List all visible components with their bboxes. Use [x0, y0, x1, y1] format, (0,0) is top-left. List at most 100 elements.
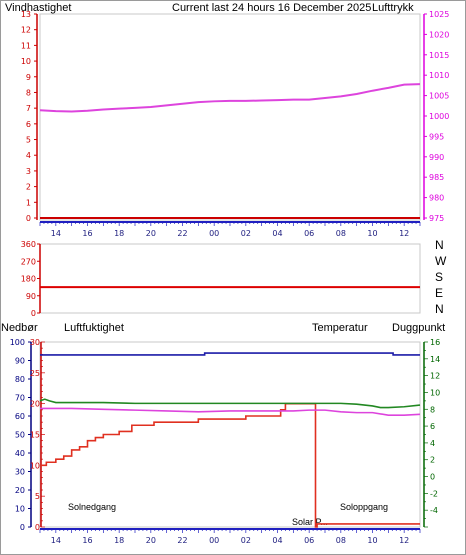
pressure-tick-label: 985 [429, 173, 444, 182]
rain-axis-label: Nedbør [1, 322, 38, 334]
direction-tick-label: 270 [21, 257, 36, 266]
temperature-tick-label: -4 [430, 506, 438, 515]
wind-tick-label: 4 [26, 151, 31, 160]
panel3-time-label: 16 [82, 536, 92, 545]
panel3-time-label: 08 [336, 536, 346, 545]
humidity-tick-label: 60 [15, 412, 25, 421]
rain-tick-label: 20 [30, 400, 40, 409]
temperature-line [39, 398, 421, 409]
wind-tick-label: 7 [26, 104, 31, 113]
sunrise-label: Soloppgang [340, 502, 388, 512]
pressure-tick-label: 1020 [429, 30, 449, 39]
wind-tick-label: 8 [26, 88, 31, 97]
humidity-tick-label: 10 [15, 505, 25, 514]
rain-tick-label: 10 [30, 461, 40, 470]
temperature-tick-label: 10 [430, 388, 440, 397]
temperature-tick-label: 12 [430, 372, 440, 381]
humidity-tick-label: 90 [15, 357, 25, 366]
pressure-tick-label: 1000 [429, 112, 449, 121]
temperature-tick-label: -2 [430, 489, 438, 498]
pressure-tick-label: 1010 [429, 71, 449, 80]
panel1-time-label: 10 [367, 229, 377, 238]
panel1-time-label: 12 [399, 229, 409, 238]
wind-tick-label: 12 [21, 26, 31, 35]
wind-tick-label: 2 [26, 183, 31, 192]
temperature-tick-label: 2 [430, 456, 435, 465]
panel3-time-label: 04 [272, 536, 282, 545]
humidity-tick-label: 100 [10, 338, 25, 347]
temperature-tick-label: 16 [430, 338, 440, 347]
panel3-time-label: 20 [146, 536, 156, 545]
humidity-tick-label: 50 [15, 431, 25, 440]
wind-tick-label: 5 [26, 136, 31, 145]
wind-tick-label: 10 [21, 57, 31, 66]
compass-label-w: W [435, 254, 447, 268]
panel3-time-label: 22 [177, 536, 187, 545]
humidity-tick-label: 30 [15, 468, 25, 477]
direction-tick-label: 90 [26, 292, 36, 301]
compass-label-n-bottom: N [435, 302, 444, 316]
wind-tick-label: 3 [26, 167, 31, 176]
humidity-tick-label: 40 [15, 449, 25, 458]
direction-tick-label: 0 [31, 309, 36, 318]
humidity-tick-label: 20 [15, 486, 25, 495]
humidity-line [40, 352, 420, 356]
panel1-time-label: 08 [336, 229, 346, 238]
panel1-time-label: 16 [82, 229, 92, 238]
dewpoint-line [40, 407, 421, 416]
chart-title: Current last 24 hours 16 December 2025 [172, 2, 371, 14]
humidity-tick-label: 70 [15, 394, 25, 403]
direction-tick-label: 360 [21, 240, 36, 249]
panel1-time-label: 00 [209, 229, 219, 238]
pressure-tick-label: 990 [429, 153, 444, 162]
panel1-time-label: 04 [272, 229, 282, 238]
temperature-tick-label: 0 [430, 473, 435, 482]
panel1-time-label: 06 [304, 229, 314, 238]
temperature-tick-label: 8 [430, 405, 435, 414]
rain-tick-label: 0 [35, 523, 40, 532]
panel1-time-label: 14 [51, 229, 61, 238]
pressure-tick-label: 995 [429, 132, 444, 141]
wind-tick-label: 11 [21, 41, 31, 50]
rain-tick-label: 5 [35, 492, 40, 501]
wind-axis-label: Vindhastighet [5, 2, 71, 14]
wind-tick-label: 9 [26, 73, 31, 82]
pressure-line [39, 83, 421, 113]
solar-position-label: Solar P... [292, 517, 328, 527]
pressure-tick-label: 1015 [429, 51, 449, 60]
panel3-time-label: 00 [209, 536, 219, 545]
direction-tick-label: 180 [21, 275, 36, 284]
panel1-plot-area [39, 13, 421, 221]
wind-tick-label: 0 [26, 214, 31, 223]
compass-label-n-top: N [435, 238, 444, 252]
panel2-plot-area [39, 243, 421, 314]
compass-label-e: E [435, 286, 443, 300]
panel1-time-label: 18 [114, 229, 124, 238]
panel3-time-label: 12 [399, 536, 409, 545]
compass-label-s: S [435, 270, 443, 284]
pressure-tick-label: 980 [429, 194, 444, 203]
panel3-time-label: 06 [304, 536, 314, 545]
panel1-time-label: 20 [146, 229, 156, 238]
panel3-time-label: 14 [51, 536, 61, 545]
panel3-plot-area [39, 341, 421, 528]
sunset-label: Solnedgang [68, 502, 116, 512]
temperature-tick-label: 14 [430, 355, 440, 364]
pressure-tick-label: 1005 [429, 92, 449, 101]
rain-tick-label: 15 [30, 431, 40, 440]
pressure-axis-label: Lufttrykk [372, 2, 414, 14]
rain-tick-label: 25 [30, 369, 40, 378]
wind-tick-label: 13 [21, 10, 31, 19]
humidity-tick-label: 0 [20, 523, 25, 532]
panel3-time-label: 18 [114, 536, 124, 545]
rain-tick-label: 30 [30, 338, 40, 347]
humidity-tick-label: 80 [15, 375, 25, 384]
temperature-tick-label: 4 [430, 439, 435, 448]
chart-marks: 0123456789101112139759809859909951000100… [10, 10, 450, 545]
wind-tick-label: 1 [26, 198, 31, 207]
panel1-time-label: 02 [241, 229, 251, 238]
panel3-time-label: 10 [367, 536, 377, 545]
dewpoint-axis-label: Duggpunkt [392, 322, 445, 334]
panel1-time-label: 22 [177, 229, 187, 238]
